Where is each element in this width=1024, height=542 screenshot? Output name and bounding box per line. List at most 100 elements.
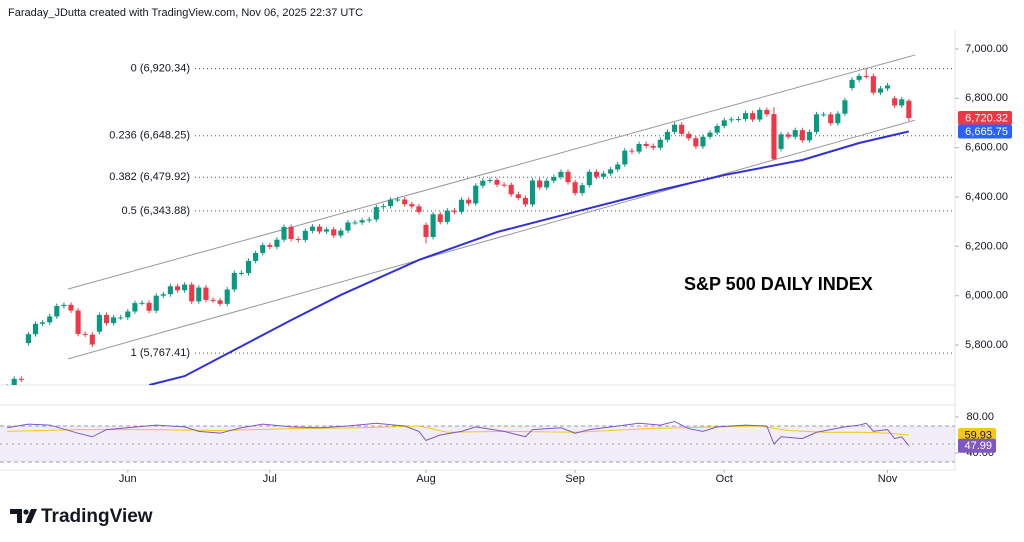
candle-body	[877, 88, 884, 93]
logo-mark	[10, 509, 22, 523]
candle-body	[785, 134, 791, 137]
price-tag	[958, 110, 1012, 125]
candle-body	[47, 316, 53, 323]
candle-body	[380, 206, 386, 208]
candle-body	[906, 100, 912, 118]
candle-body	[444, 210, 450, 222]
candle-body	[210, 299, 216, 301]
x-tick-label: Sep	[565, 473, 585, 485]
candle-body	[828, 114, 834, 124]
candle-body	[167, 286, 173, 295]
candle-body	[884, 85, 891, 89]
candle-body	[118, 317, 124, 319]
candle-body	[487, 179, 493, 181]
candle-body	[274, 239, 280, 247]
candle-body	[757, 109, 763, 120]
candle-body	[792, 130, 798, 137]
candle-body	[89, 334, 95, 345]
candle-body	[615, 164, 621, 170]
candle-body	[402, 199, 408, 205]
logo-mark	[25, 509, 37, 523]
candle-body	[132, 303, 138, 312]
candle-body	[764, 109, 770, 115]
candle-body	[11, 378, 17, 385]
candle-body	[558, 171, 564, 178]
candle-body	[451, 210, 457, 212]
candle-body	[671, 124, 678, 132]
candle-body	[664, 131, 670, 140]
fib-label: 1 (5,767.41)	[131, 347, 190, 359]
y-tick-label: 5,800.00	[965, 339, 1008, 351]
candle-body	[821, 114, 827, 116]
candle-body	[238, 272, 244, 274]
candle-body	[437, 214, 443, 222]
candle-body	[174, 286, 181, 291]
candle-body	[657, 139, 663, 148]
fib-label: 0.382 (6,479.92)	[109, 171, 190, 183]
header: Faraday_JDutta created with TradingView.…	[8, 7, 363, 19]
rsi-pane	[0, 420, 955, 463]
candle-body	[799, 130, 805, 141]
candle-body	[466, 199, 472, 204]
candle-body	[544, 180, 550, 188]
candle-body	[338, 230, 344, 236]
candle-body	[522, 198, 528, 205]
candle-body	[153, 295, 159, 311]
candle-body	[813, 114, 820, 132]
candle-body	[189, 284, 195, 302]
candle-body	[40, 322, 46, 324]
candle-body	[61, 304, 67, 307]
price-tag	[958, 438, 996, 453]
candle-body	[331, 229, 337, 236]
candle-body	[182, 284, 188, 291]
candle-body	[835, 113, 841, 124]
y-tick-label: 6,200.00	[965, 240, 1008, 252]
candle-body	[54, 306, 60, 317]
x-tick-label: Nov	[878, 473, 898, 485]
candle-body	[267, 245, 273, 247]
candle-body	[18, 378, 24, 380]
candle-body	[409, 204, 415, 207]
candle-body	[68, 304, 74, 311]
candle-body	[288, 226, 294, 239]
candle-body	[593, 171, 599, 177]
candle-body	[565, 171, 571, 183]
y-tick-label: 6,600.00	[965, 142, 1008, 154]
candle-body	[423, 224, 429, 237]
candle-body	[146, 302, 152, 311]
candle-body	[735, 119, 741, 121]
candle-body	[416, 206, 422, 213]
candle-body	[25, 334, 31, 344]
candle-body	[629, 150, 635, 152]
brand-name: TradingView	[41, 506, 153, 527]
x-tick-label: Jul	[263, 473, 277, 485]
y-tick-label: 7,000.00	[965, 43, 1008, 55]
candle-body	[707, 132, 713, 137]
candle-body	[515, 194, 521, 199]
brand-logo	[10, 509, 37, 523]
candle-body	[32, 323, 39, 335]
candle-body	[473, 185, 479, 204]
candle-body	[295, 238, 301, 240]
candle-body	[742, 113, 749, 120]
trendline	[68, 54, 916, 290]
candle-body	[224, 289, 230, 304]
candle-body	[608, 169, 614, 174]
candle-body	[316, 226, 323, 232]
candle-body	[352, 222, 358, 224]
candle-body	[551, 177, 557, 181]
candle-body	[856, 75, 862, 80]
candle-body	[103, 314, 110, 324]
y-tick-label: 6,800.00	[965, 92, 1008, 104]
candle-body	[217, 300, 223, 304]
candle-body	[600, 173, 607, 177]
x-tick-label: Oct	[716, 473, 733, 485]
y-tick-label: 6,000.00	[965, 290, 1008, 302]
candle-body	[253, 253, 259, 261]
candle-body	[892, 98, 898, 106]
candle-body	[387, 199, 394, 207]
y-tick-label: 6,400.00	[965, 191, 1008, 203]
fib-label: 0 (6,920.34)	[131, 63, 190, 75]
